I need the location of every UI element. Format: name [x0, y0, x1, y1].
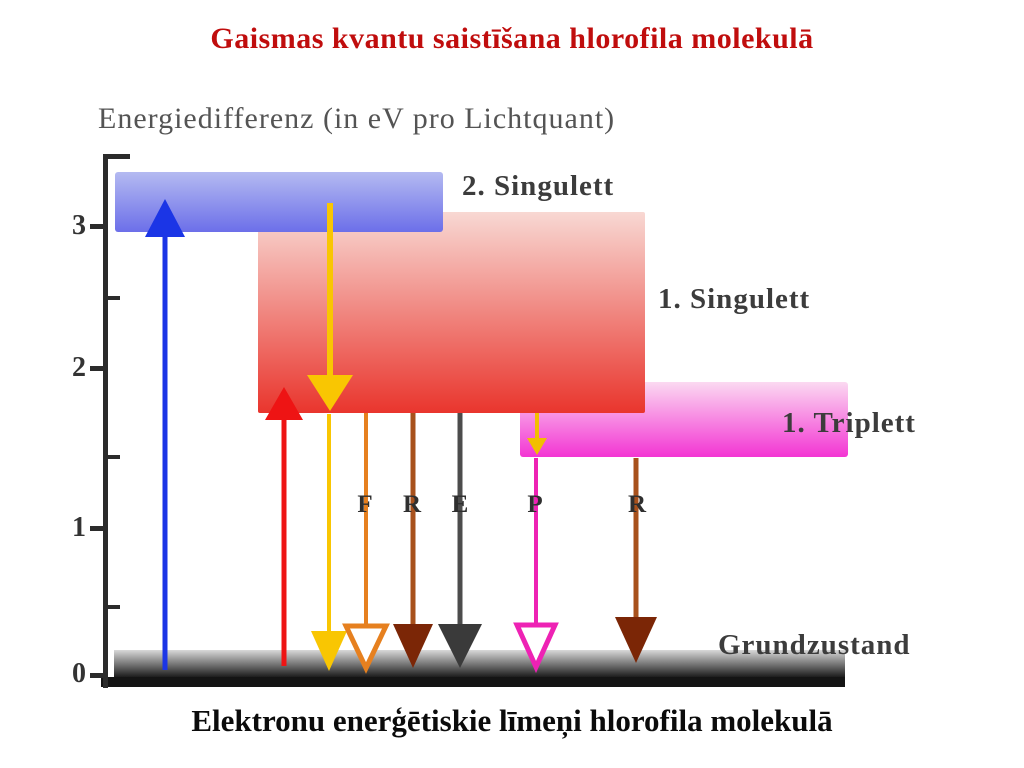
- level-label-1-singulett: 1. Singulett: [658, 283, 811, 315]
- energy-axis-label: Energiedifferenz (in eV pro Lichtquant): [98, 102, 616, 135]
- slide-caption: Elektronu enerģētiskie līmeņi hlorofila …: [191, 703, 833, 738]
- arrow-letter-f: F: [357, 491, 373, 518]
- tick-1: [90, 526, 108, 531]
- arrow-letter-p: P: [527, 491, 543, 518]
- arrow-letter-e: E: [451, 491, 469, 518]
- tick-3: [90, 224, 108, 229]
- level-bar-2-singulett: [115, 172, 443, 232]
- tick-label-3: 3: [72, 210, 86, 241]
- tick-0-5: [108, 605, 120, 609]
- arrow-phosphorescence: [513, 458, 559, 674]
- arrow-radiationless-decay-2: [393, 413, 433, 668]
- arrow-radiationless-decay-1: [342, 413, 390, 674]
- level-bar-1-singulett: [258, 212, 645, 413]
- tick-0: [90, 673, 108, 678]
- level-label-grundzustand: Grundzustand: [718, 629, 911, 661]
- tick-2: [90, 366, 108, 371]
- arrow-absorption-2-singulett: [145, 199, 185, 670]
- arrow-letter-r2: R: [627, 491, 647, 518]
- y-axis-top-serif: [103, 154, 130, 159]
- y-axis-line: [103, 154, 108, 688]
- level-label-2-singulett: 2. Singulett: [462, 170, 615, 202]
- arrow-radiationless-decay-3: [615, 458, 657, 663]
- tick-label-2: 2: [72, 352, 86, 383]
- tick-label-1: 1: [72, 512, 86, 543]
- arrow-fluorescence: [311, 414, 347, 671]
- tick-label-0: 0: [72, 658, 86, 689]
- level-label-1-triplett: 1. Triplett: [782, 407, 916, 439]
- baseline: [101, 677, 845, 687]
- arrow-absorption-1-singulett: [265, 387, 303, 666]
- arrow-energy-transfer: [438, 413, 482, 668]
- tick-2-5: [108, 296, 120, 300]
- arrow-letter-r1: R: [402, 491, 422, 518]
- slide-title: Gaismas kvantu saistīšana hlorofila mole…: [210, 22, 814, 55]
- tick-1-5: [108, 455, 120, 459]
